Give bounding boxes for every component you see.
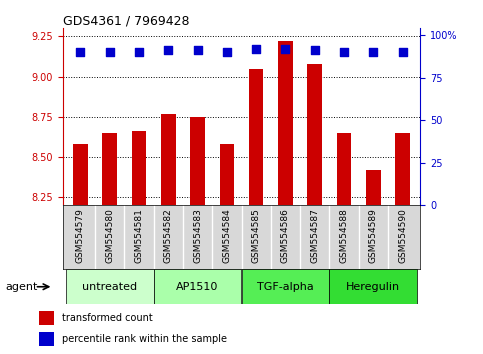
Point <box>369 49 377 55</box>
Text: GSM554582: GSM554582 <box>164 209 173 263</box>
Text: transformed count: transformed count <box>61 313 152 323</box>
Bar <box>66 269 154 304</box>
Bar <box>190 117 205 205</box>
Text: Heregulin: Heregulin <box>346 282 400 292</box>
Text: GSM554589: GSM554589 <box>369 209 378 263</box>
Bar <box>307 64 322 205</box>
Text: GSM554588: GSM554588 <box>340 209 349 263</box>
Text: GDS4361 / 7969428: GDS4361 / 7969428 <box>63 14 189 27</box>
Point <box>399 49 407 55</box>
Bar <box>39 312 54 325</box>
Text: GSM554581: GSM554581 <box>134 209 143 263</box>
Bar <box>161 114 176 205</box>
Bar <box>73 144 88 205</box>
Text: AP1510: AP1510 <box>176 282 219 292</box>
Point <box>252 46 260 52</box>
Text: untreated: untreated <box>82 282 137 292</box>
Point <box>194 48 201 53</box>
Point <box>164 48 172 53</box>
Text: GSM554580: GSM554580 <box>105 209 114 263</box>
Text: GSM554587: GSM554587 <box>310 209 319 263</box>
Point <box>223 49 231 55</box>
Point <box>76 49 84 55</box>
Bar <box>337 133 351 205</box>
Text: GSM554585: GSM554585 <box>252 209 261 263</box>
Text: GSM554583: GSM554583 <box>193 209 202 263</box>
Bar <box>220 144 234 205</box>
Bar <box>249 69 263 205</box>
Point <box>135 49 143 55</box>
Bar <box>278 41 293 205</box>
Point <box>311 48 319 53</box>
Point <box>340 49 348 55</box>
Bar <box>329 269 417 304</box>
Bar <box>395 133 410 205</box>
Text: agent: agent <box>5 282 37 292</box>
Text: GSM554584: GSM554584 <box>222 209 231 263</box>
Text: percentile rank within the sample: percentile rank within the sample <box>61 334 227 344</box>
Bar <box>39 332 54 346</box>
Bar <box>366 170 381 205</box>
Text: GSM554579: GSM554579 <box>76 209 85 263</box>
Point <box>282 46 289 52</box>
Bar <box>242 269 329 304</box>
Text: GSM554586: GSM554586 <box>281 209 290 263</box>
Text: TGF-alpha: TGF-alpha <box>257 282 314 292</box>
Bar <box>132 131 146 205</box>
Text: GSM554590: GSM554590 <box>398 209 407 263</box>
Bar <box>154 269 242 304</box>
Bar <box>102 133 117 205</box>
Point <box>106 49 114 55</box>
